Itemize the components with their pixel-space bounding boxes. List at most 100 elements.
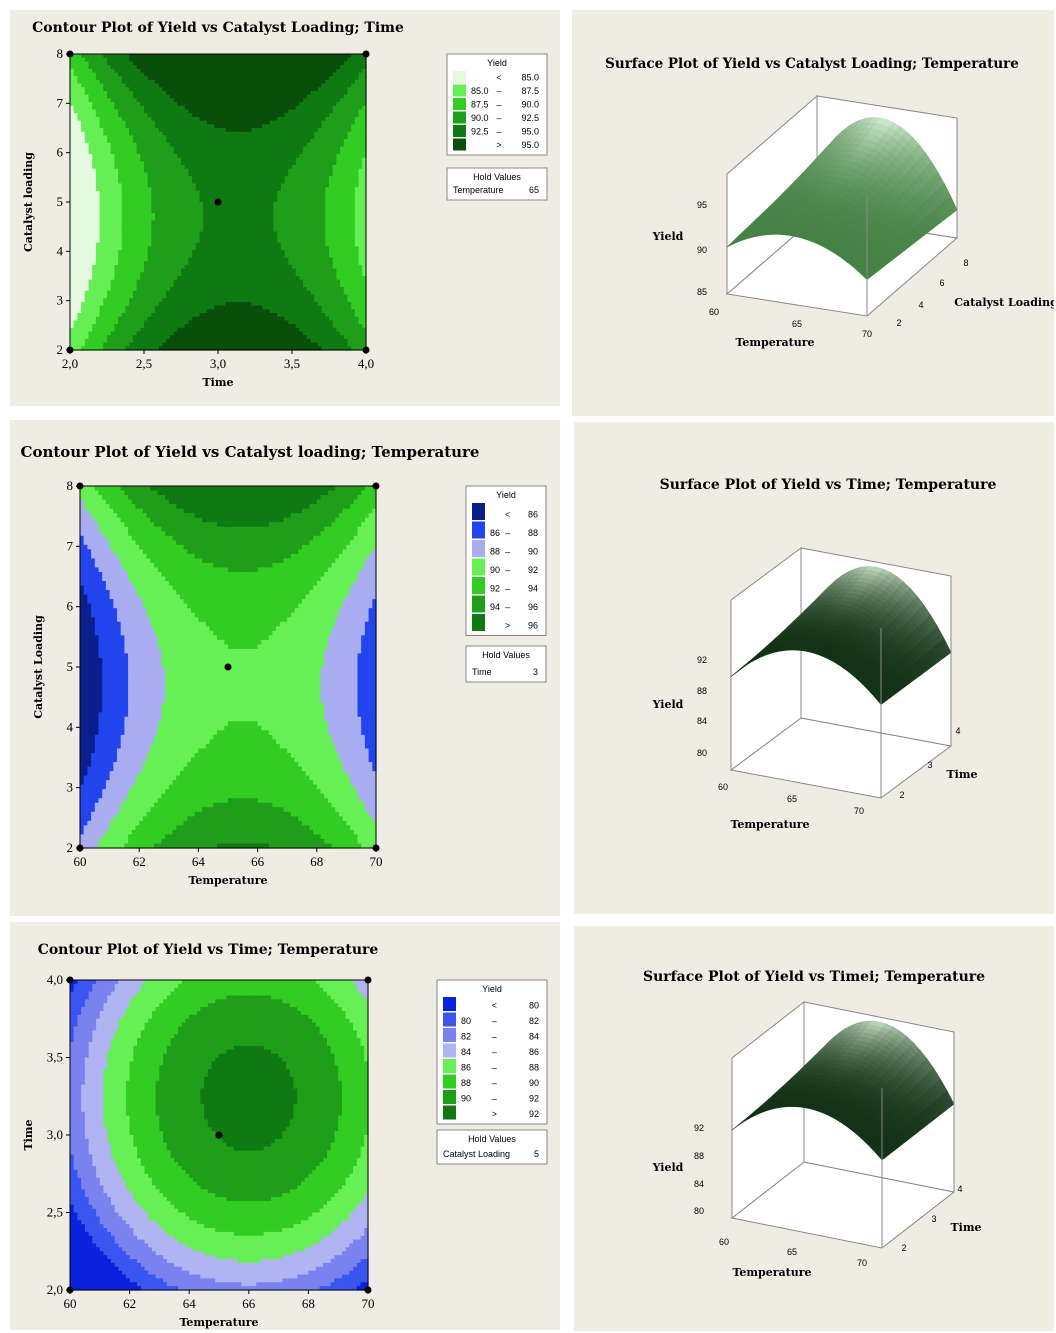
contour-cell [210,257,215,262]
contour-cell [118,246,123,251]
contour-cell [210,153,215,159]
contour-cell [225,224,230,229]
contour-cell [184,246,189,251]
contour-cell [181,68,186,74]
contour-cell [184,179,189,185]
contour-cell [247,227,252,233]
contour-cell [240,198,245,203]
contour-cell [295,128,300,133]
contour-cell [121,183,127,188]
contour-cell [158,128,164,133]
contour-cell [288,213,293,218]
contour-cell [132,113,138,118]
contour-cell [266,227,271,233]
contour-cell [125,216,130,222]
contour-cell [240,172,245,177]
contour-cell [240,298,245,303]
contour-cell [203,61,208,66]
contour-cell [181,172,186,177]
contour-cell [103,76,108,81]
contour-cell [140,331,145,336]
contour-cell [114,250,119,255]
contour-cell [110,239,115,244]
contour-cell [177,153,182,159]
contour-cell [295,231,300,236]
contour-cell [199,128,204,133]
contour-cell [203,194,208,199]
contour-cell [136,313,141,318]
contour-cell [107,131,112,136]
contour-cell [199,165,204,170]
contour-cell [221,198,226,203]
contour-cell [292,202,297,207]
contour-cell [247,179,252,185]
contour-cell [84,320,90,325]
contour-cell [214,324,219,329]
contour-cell [184,61,189,66]
contour-cell [118,239,123,244]
contour-cell [273,239,278,244]
contour-cell [292,335,297,340]
contour-cell [103,120,108,125]
contour-cell [288,301,293,307]
contour-cell [195,338,201,344]
contour-cell [114,227,119,233]
contour-cell [73,338,78,344]
contour-cell [88,305,93,310]
contour-cell [258,202,263,207]
contour-cell [258,346,263,351]
contour-cell [288,128,293,133]
contour-cell [188,342,193,347]
contour-cell [136,205,141,210]
contour-cell [155,54,160,59]
contour-cell [158,168,164,173]
contour-cell [70,279,75,284]
contour-cell [280,290,286,296]
contour-cell [177,298,182,303]
contour-cell [121,105,127,111]
contour-cell [255,176,260,181]
contour-cell [210,128,215,133]
contour-cell [103,124,108,129]
contour-cell [262,135,267,140]
contour-cell [225,276,230,281]
contour-cell [292,290,297,296]
contour-cell [269,65,275,70]
contour-cell [92,290,97,296]
contour-cell [73,139,78,144]
contour-cell [181,57,186,62]
contour-cell [262,213,267,218]
contour-cell [214,183,219,188]
contour-cell [258,272,263,277]
contour-cell [73,309,78,314]
contour-cell [266,335,271,340]
contour-cell [144,242,149,247]
contour-cell [151,287,156,292]
contour-cell [110,220,115,225]
contour-cell [206,276,212,281]
contour-cell [266,91,271,96]
contour-cell [273,194,278,199]
contour-cell [84,135,90,140]
contour-cell [269,257,275,262]
contour-cell [247,283,252,288]
contour-cell [199,113,204,118]
contour-cell [77,301,82,307]
contour-cell [243,205,249,210]
contour-cell [188,198,193,203]
contour-cell [206,283,212,288]
contour-cell [84,224,90,229]
contour-cell [132,220,138,225]
contour-cell [184,239,189,244]
contour-cell [214,283,219,288]
contour-cell [99,335,104,340]
contour-cell [166,324,171,329]
contour-cell [251,305,256,310]
contour-cell [110,72,115,77]
contour-cell [70,268,75,273]
contour-cell [280,187,286,192]
contour-cell [103,190,108,196]
contour-cell [173,194,178,199]
contour-cell [225,261,230,266]
contour-cell [70,113,75,118]
